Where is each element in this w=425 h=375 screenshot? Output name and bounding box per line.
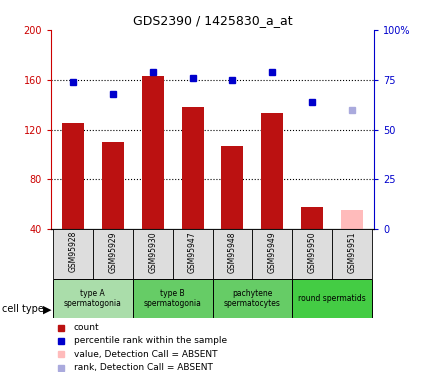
Bar bbox=[142, 76, 164, 229]
Bar bbox=[173, 229, 212, 279]
Text: GSM95948: GSM95948 bbox=[228, 231, 237, 273]
Bar bbox=[133, 279, 212, 318]
Bar bbox=[133, 229, 173, 279]
Text: round spermatids: round spermatids bbox=[298, 294, 366, 303]
Bar bbox=[212, 279, 292, 318]
Text: GSM95951: GSM95951 bbox=[348, 231, 357, 273]
Bar bbox=[292, 279, 372, 318]
Bar bbox=[62, 123, 84, 229]
Text: GSM95929: GSM95929 bbox=[108, 231, 117, 273]
Text: GSM95950: GSM95950 bbox=[308, 231, 317, 273]
Bar bbox=[252, 229, 292, 279]
Text: rank, Detection Call = ABSENT: rank, Detection Call = ABSENT bbox=[74, 363, 212, 372]
Text: percentile rank within the sample: percentile rank within the sample bbox=[74, 336, 227, 345]
Bar bbox=[301, 207, 323, 229]
Bar bbox=[181, 107, 204, 229]
Bar bbox=[212, 229, 252, 279]
Bar bbox=[221, 146, 244, 229]
Bar bbox=[261, 113, 283, 229]
Text: cell type: cell type bbox=[2, 304, 44, 314]
Bar bbox=[102, 142, 124, 229]
Text: GSM95930: GSM95930 bbox=[148, 231, 157, 273]
Text: count: count bbox=[74, 323, 99, 332]
Text: type B
spermatogonia: type B spermatogonia bbox=[144, 289, 201, 308]
Text: type A
spermatogonia: type A spermatogonia bbox=[64, 289, 122, 308]
Bar bbox=[53, 229, 93, 279]
Bar bbox=[332, 229, 372, 279]
Title: GDS2390 / 1425830_a_at: GDS2390 / 1425830_a_at bbox=[133, 15, 292, 27]
Bar bbox=[292, 229, 332, 279]
Text: value, Detection Call = ABSENT: value, Detection Call = ABSENT bbox=[74, 350, 217, 358]
Text: GSM95928: GSM95928 bbox=[68, 231, 77, 272]
Bar bbox=[341, 210, 363, 229]
Text: pachytene
spermatocytes: pachytene spermatocytes bbox=[224, 289, 281, 308]
Bar bbox=[93, 229, 133, 279]
Text: GSM95949: GSM95949 bbox=[268, 231, 277, 273]
Text: ▶: ▶ bbox=[42, 304, 51, 314]
Text: GSM95947: GSM95947 bbox=[188, 231, 197, 273]
Bar bbox=[53, 279, 133, 318]
